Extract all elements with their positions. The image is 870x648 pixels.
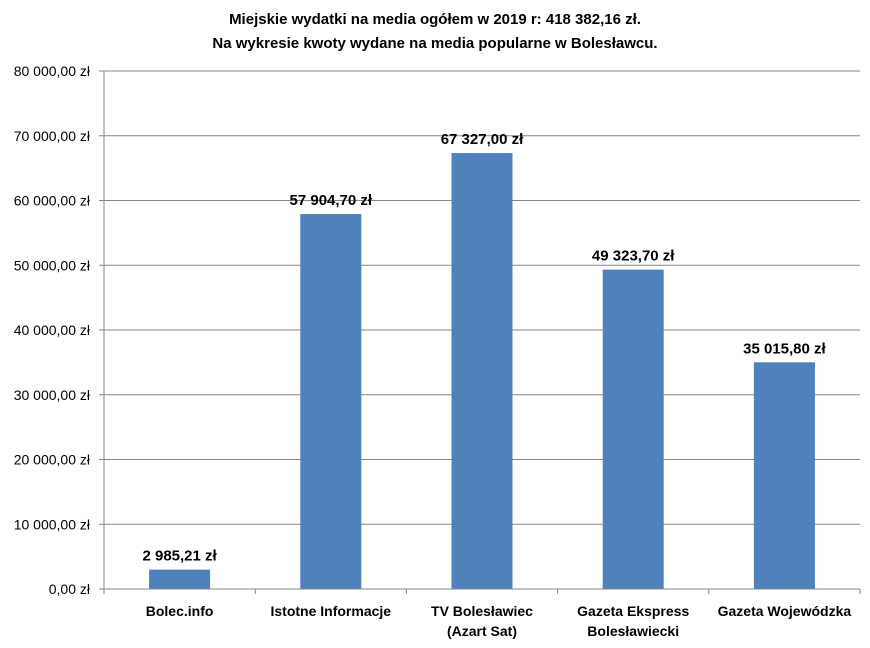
x-tick-label: Gazeta Wojewódzka (718, 603, 852, 619)
bar (753, 362, 815, 589)
y-tick-label: 30 000,00 zł (14, 387, 91, 403)
x-tick-labels: Bolec.info Istotne Informacje TV Bolesławi… (146, 603, 852, 639)
x-tick-label: Gazeta Ekspress (577, 603, 689, 619)
x-tick-label: (Azart Sat) (447, 623, 517, 639)
chart-title: Miejskie wydatki na media ogółem w 2019 … (229, 11, 641, 28)
y-tick-label: 60 000,00 zł (14, 193, 91, 209)
data-label: 2 985,21 zł (142, 548, 217, 565)
bar (602, 269, 664, 589)
data-label: 35 015,80 zł (743, 340, 826, 357)
data-label: 67 327,00 zł (441, 131, 524, 148)
x-tick-label: TV Bolesławiec (431, 603, 533, 619)
y-tick-label: 10 000,00 zł (14, 516, 91, 532)
axes (99, 70, 861, 594)
gridlines (104, 70, 860, 525)
x-tick-label: Bolesławiecki (587, 623, 679, 639)
chart-subtitle: Na wykresie kwoty wydane na media popula… (212, 35, 658, 52)
y-tick-label: 70 000,00 zł (14, 128, 91, 144)
y-tick-label: 80 000,00 zł (14, 63, 91, 79)
value-labels: 2 985,21 zł 57 904,70 zł 67 327,00 zł 49 32… (142, 131, 826, 565)
data-label: 57 904,70 zł (290, 192, 373, 209)
x-tick-label: Bolec.info (146, 603, 214, 619)
y-tick-label: 50 000,00 zł (14, 257, 91, 273)
y-tick-labels: 0,00 zł 10 000,00 zł 20 000,00 zł 30 000,00… (14, 63, 91, 597)
x-tick-label: Istotne Informacje (271, 603, 392, 619)
y-tick-label: 0,00 zł (49, 581, 91, 597)
y-tick-label: 20 000,00 zł (14, 452, 91, 468)
data-label: 49 323,70 zł (592, 248, 675, 265)
bar (300, 214, 362, 589)
bar (149, 569, 211, 589)
bar (451, 153, 513, 589)
bars (149, 153, 815, 589)
y-tick-label: 40 000,00 zł (14, 322, 91, 338)
